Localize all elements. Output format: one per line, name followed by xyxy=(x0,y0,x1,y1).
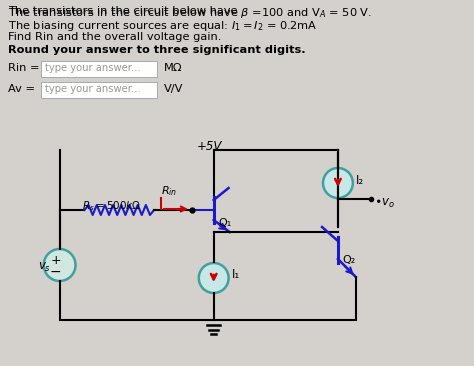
Text: $R_{in}$: $R_{in}$ xyxy=(161,184,177,198)
FancyBboxPatch shape xyxy=(41,82,156,97)
FancyBboxPatch shape xyxy=(41,60,156,76)
Text: I₁: I₁ xyxy=(232,269,240,281)
Text: $\bullet v_o$: $\bullet v_o$ xyxy=(374,197,395,210)
Text: The biasing current sources are equal: $I_1 = I_2$ = 0.2mA: The biasing current sources are equal: $… xyxy=(8,19,318,33)
Text: +5V: +5V xyxy=(197,140,222,153)
Text: V/V: V/V xyxy=(164,84,183,94)
Text: Q₂: Q₂ xyxy=(342,255,355,265)
Text: type your answer...: type your answer... xyxy=(45,84,140,94)
Circle shape xyxy=(323,168,353,198)
Text: Rin =: Rin = xyxy=(8,63,39,73)
Text: Find Rin and the overall voltage gain.: Find Rin and the overall voltage gain. xyxy=(8,32,221,42)
Text: I₂: I₂ xyxy=(356,173,364,187)
Text: $R_s = 500k\Omega$: $R_s = 500k\Omega$ xyxy=(82,199,141,213)
Text: Q₁: Q₁ xyxy=(219,218,232,228)
Text: Round your answer to three significant digits.: Round your answer to three significant d… xyxy=(8,45,306,55)
Text: −: − xyxy=(50,265,62,279)
Text: The transistors in the circuit below have $\beta$ =100 and V$_A$ = 50 V.: The transistors in the circuit below hav… xyxy=(8,6,372,20)
Text: $v_s$: $v_s$ xyxy=(38,261,51,273)
Circle shape xyxy=(44,249,75,281)
Circle shape xyxy=(199,263,228,293)
Text: +: + xyxy=(50,254,61,266)
Text: MΩ: MΩ xyxy=(164,63,182,73)
Text: Av =: Av = xyxy=(8,84,35,94)
Text: type your answer...: type your answer... xyxy=(45,63,140,73)
Text: The transistors in the circuit below have: The transistors in the circuit below hav… xyxy=(8,6,241,16)
